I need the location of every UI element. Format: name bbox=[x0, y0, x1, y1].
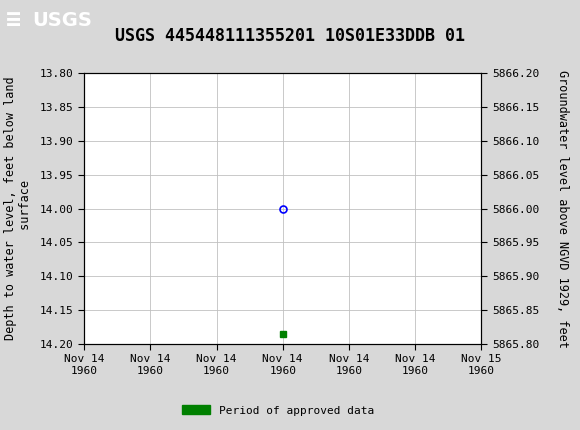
Legend: Period of approved data: Period of approved data bbox=[178, 401, 379, 420]
Text: USGS: USGS bbox=[32, 11, 92, 30]
Y-axis label: Groundwater level above NGVD 1929, feet: Groundwater level above NGVD 1929, feet bbox=[556, 70, 569, 347]
Y-axis label: Depth to water level, feet below land
 surface: Depth to water level, feet below land su… bbox=[3, 77, 31, 341]
Text: USGS 445448111355201 10S01E33DDB 01: USGS 445448111355201 10S01E33DDB 01 bbox=[115, 27, 465, 45]
Text: ≡: ≡ bbox=[6, 9, 21, 32]
